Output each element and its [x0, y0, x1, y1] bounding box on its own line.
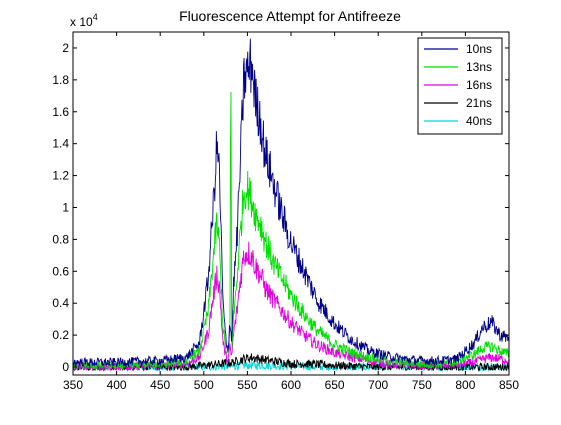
- legend-label-21ns: 21ns: [466, 96, 492, 110]
- y-tick-label-0.8: 0.8: [52, 232, 69, 246]
- x-tick-label-850: 850: [499, 378, 519, 392]
- x-tick-label-800: 800: [455, 378, 475, 392]
- x-tick-label-550: 550: [237, 378, 257, 392]
- y-exponent-power: 4: [93, 12, 98, 22]
- y-exponent-base: x 10: [70, 15, 93, 29]
- y-tick-label-1.8: 1.8: [52, 73, 69, 87]
- y-tick-label-0: 0: [62, 360, 69, 374]
- x-tick-label-350: 350: [63, 378, 83, 392]
- y-tick-label-1: 1: [62, 200, 69, 214]
- y-tick-label-1.2: 1.2: [52, 169, 69, 183]
- legend-label-16ns: 16ns: [466, 78, 492, 92]
- y-tick-label-0.2: 0.2: [52, 328, 69, 342]
- y-tick-label-2: 2: [62, 41, 69, 55]
- x-tick-label-700: 700: [368, 378, 388, 392]
- chart-title: Fluorescence Attempt for Antifreeze: [179, 8, 401, 24]
- series-line-10ns: [72, 38, 510, 368]
- legend-label-13ns: 13ns: [466, 60, 492, 74]
- y-tick-label-0.6: 0.6: [52, 264, 69, 278]
- y-tick-label-1.4: 1.4: [52, 137, 69, 151]
- series-line-16ns: [72, 241, 510, 372]
- x-tick-label-500: 500: [194, 378, 214, 392]
- x-tick-label-450: 450: [150, 378, 170, 392]
- legend-label-40ns: 40ns: [466, 114, 492, 128]
- legend-label-10ns: 10ns: [466, 42, 492, 56]
- y-tick-label-1.6: 1.6: [52, 105, 69, 119]
- x-tick-label-650: 650: [325, 378, 345, 392]
- plot-area: 350 400 450 500 550 600 650 700 750 800 850 0 0.2 0.4…: [52, 31, 519, 392]
- x-tick-label-600: 600: [281, 378, 301, 392]
- x-tick-label-750: 750: [412, 378, 432, 392]
- legend-box: [417, 37, 503, 135]
- x-tick-label-400: 400: [107, 378, 127, 392]
- y-exponent-label: x 104: [70, 12, 98, 29]
- y-tick-label-0.4: 0.4: [52, 296, 69, 310]
